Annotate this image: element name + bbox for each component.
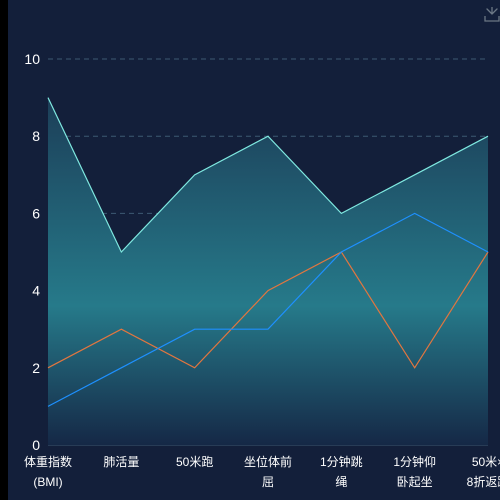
x-tick-label: 肺活量 [103, 455, 139, 469]
x-tick-label: 1分钟跳绳 [320, 454, 363, 489]
area-fill [48, 97, 488, 445]
series-1-line [47, 97, 489, 254]
y-tick-label: 0 [32, 437, 40, 453]
x-tick-label: 50米×8折返跑 [467, 455, 500, 489]
x-tick-label: 50米跑 [176, 455, 213, 469]
x-tick-label: 1分钟仰卧起坐 [393, 454, 436, 489]
y-axis-tick-labels: 0 2 4 6 8 10 [24, 51, 40, 453]
series-lines [47, 97, 489, 407]
series-3-line [47, 212, 489, 407]
x-tick-label: 体重指数(BMI) [24, 454, 72, 489]
y-tick-label: 6 [32, 205, 40, 221]
y-tick-label: 2 [32, 360, 40, 376]
series-1-area [48, 97, 488, 445]
x-tick-label: 坐位体前屈 [244, 454, 292, 489]
x-axis-tick-labels: 体重指数(BMI) 肺活量 50米跑 坐位体前屈 1分钟跳绳 1分钟仰卧起坐 50米×8折返… [24, 454, 500, 489]
y-tick-label: 8 [32, 128, 40, 144]
y-tick-label: 4 [32, 283, 40, 299]
y-tick-label: 10 [24, 51, 40, 67]
download-icon[interactable] [484, 7, 500, 23]
series-2-line [47, 251, 489, 369]
